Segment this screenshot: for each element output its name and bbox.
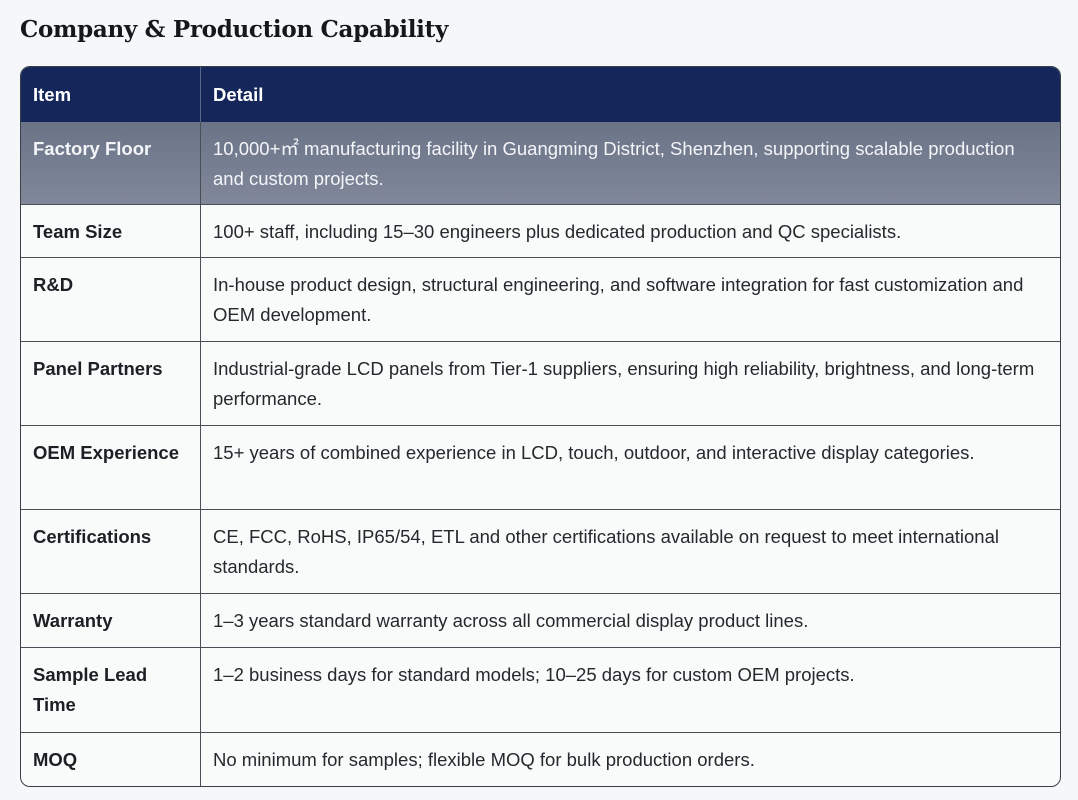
table-row: MOQ No minimum for samples; flexible MOQ … (21, 732, 1060, 786)
table-row: Team Size 100+ staff, including 15–30 eng… (21, 204, 1060, 257)
row-detail: 1–2 business days for standard models; 1… (213, 664, 855, 685)
table-row: OEM Experience 15+ years of combined expe… (21, 425, 1060, 509)
row-detail: 1–3 years standard warranty across all c… (213, 610, 809, 631)
table-row: Panel Partners Industrial-grade LCD panel… (21, 341, 1060, 425)
row-item: Sample Lead Time (21, 648, 201, 732)
row-detail: 10,000+㎡ manufacturing facility in Guang… (213, 138, 1015, 189)
table-row: Certifications CE, FCC, RoHS, IP65/54, ET… (21, 509, 1060, 593)
row-detail: 15+ years of combined experience in LCD,… (213, 442, 975, 463)
page-title: Company & Production Capability (20, 16, 449, 43)
row-item: Warranty (21, 594, 201, 647)
table-header: Item Detail (21, 67, 1060, 122)
row-item: Certifications (21, 510, 201, 593)
header-item: Item (21, 67, 201, 122)
header-detail: Detail (213, 83, 264, 105)
row-detail: No minimum for samples; flexible MOQ for… (213, 749, 755, 770)
row-item: Panel Partners (21, 342, 201, 425)
row-item: R&D (21, 258, 201, 341)
capability-table: Item Detail Factory Floor 10,000+㎡ manufa… (20, 66, 1061, 787)
row-item: Factory Floor (21, 122, 201, 204)
table-row: Sample Lead Time 1–2 business days for st… (21, 647, 1060, 732)
table-row: R&D In-house product design, structural e… (21, 257, 1060, 341)
row-detail: 100+ staff, including 15–30 engineers pl… (213, 221, 902, 242)
row-item: OEM Experience (21, 426, 201, 509)
row-detail: In-house product design, structural engi… (213, 274, 1024, 325)
row-detail: Industrial-grade LCD panels from Tier-1 … (213, 358, 1035, 409)
table-row: Factory Floor 10,000+㎡ manufacturing faci… (21, 122, 1060, 204)
row-detail: CE, FCC, RoHS, IP65/54, ETL and other ce… (213, 526, 999, 577)
table-row: Warranty 1–3 years standard warranty acro… (21, 593, 1060, 647)
row-item: MOQ (21, 733, 201, 786)
row-item: Team Size (21, 205, 201, 257)
